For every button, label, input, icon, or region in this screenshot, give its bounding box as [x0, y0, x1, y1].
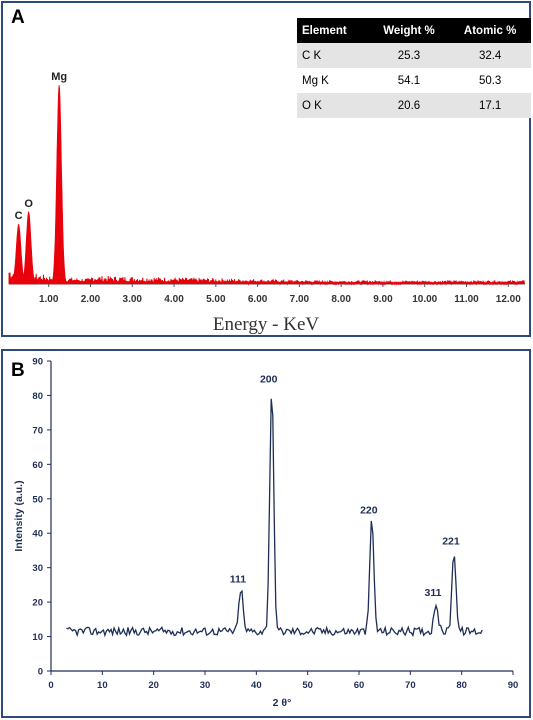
table-header-row: Element Weight % Atomic % — [297, 18, 531, 43]
eds-peak-mg — [49, 84, 70, 285]
eds-composition-table: Element Weight % Atomic % C K 25.3 32.4 … — [297, 18, 531, 118]
table-cell: C K — [297, 43, 369, 68]
x-tick-label: 4.00 — [164, 294, 184, 305]
x-axis-title: Energy - KeV — [213, 314, 320, 335]
y-tick-label: 10 — [32, 632, 43, 643]
xrd-pattern-line — [66, 398, 483, 638]
eds-peak-label-c: C — [15, 210, 23, 222]
table-cell: 25.3 — [368, 43, 450, 68]
table-cell: O K — [297, 93, 369, 118]
eds-peak-label-mg: Mg — [51, 71, 67, 83]
x-tick-label: 40 — [251, 680, 262, 691]
x-tick-label: 80 — [456, 680, 467, 691]
table-cell: 54.1 — [368, 68, 450, 93]
y-tick-label: 40 — [32, 529, 43, 540]
x-tick-label: 1.00 — [39, 294, 59, 305]
eds-panel: A C O Mg 1.00 2.00 3.00 4.00 5.00 6.00 7.00 8.00 9.… — [1, 1, 531, 337]
xrd-pattern-chart: 0 10 20 30 40 50 60 70 80 90 0 10 20 30 40 50 60 70 80 90 11… — [13, 357, 519, 710]
x-tick-label: 12.00 — [496, 294, 521, 305]
xrd-panel: B 0 10 20 30 40 50 60 70 80 90 0 10 20 30 40 50 60 70 80 90… — [1, 349, 531, 718]
xrd-peak-label-200: 200 — [260, 374, 278, 386]
x-tick-label: 0 — [48, 680, 53, 691]
y-tick-label: 60 — [32, 460, 43, 471]
x-tick-label: 8.00 — [331, 294, 351, 305]
table-cell: 17.1 — [449, 93, 531, 118]
x-tick-label: 6.00 — [248, 294, 268, 305]
x-tick-label: 10 — [97, 680, 108, 691]
x-tick-label: 2.00 — [81, 294, 101, 305]
x-axis-title: 2 θ° — [273, 697, 292, 709]
x-tick-label: 70 — [405, 680, 416, 691]
x-tick-label: 11.00 — [454, 294, 479, 305]
eds-spectrum-chart: CO Mg 1.00 2.00 3.00 4.00 5.00 6.00 7.00 8.00 9.00… — [8, 71, 525, 335]
x-tick-label: 50 — [302, 680, 313, 691]
x-tick-label: 7.00 — [290, 294, 310, 305]
y-tick-label: 70 — [32, 425, 43, 436]
x-tick-label: 90 — [508, 680, 519, 691]
eds-peak-label-o: O — [24, 198, 33, 210]
x-tick-label: 30 — [200, 680, 211, 691]
table-row: O K 20.6 17.1 — [297, 93, 531, 118]
x-tick-label: 20 — [148, 680, 159, 691]
header-element: Element — [297, 18, 369, 43]
x-tick-label: 5.00 — [206, 294, 226, 305]
table-cell: 50.3 — [449, 68, 531, 93]
eds-noise-baseline — [8, 270, 525, 286]
eds-peak-o — [18, 211, 39, 285]
table-row: C K 25.3 32.4 — [297, 43, 531, 68]
table-cell: 20.6 — [368, 93, 450, 118]
y-tick-label: 0 — [38, 667, 43, 678]
y-tick-label: 90 — [32, 357, 43, 368]
header-weight: Weight % — [368, 18, 450, 43]
x-tick-label: 60 — [354, 680, 365, 691]
table-cell: Mg K — [297, 68, 369, 93]
table-row: Mg K 54.1 50.3 — [297, 68, 531, 93]
x-tick-label: 10.00 — [412, 294, 437, 305]
y-axis-title: Intensity (a.u.) — [13, 480, 25, 551]
xrd-peak-label-220: 220 — [360, 504, 378, 516]
table-cell: 32.4 — [449, 43, 531, 68]
header-atomic: Atomic % — [449, 18, 531, 43]
y-tick-label: 80 — [32, 391, 43, 402]
panel-letter-a: A — [11, 7, 25, 28]
y-tick-label: 30 — [32, 563, 43, 574]
xrd-peak-label-221: 221 — [442, 535, 460, 547]
x-tick-label: 9.00 — [373, 294, 393, 305]
y-tick-label: 20 — [32, 598, 43, 609]
panel-letter-b: B — [11, 360, 25, 381]
xrd-peak-label-311: 311 — [425, 587, 442, 599]
y-tick-label: 50 — [32, 494, 43, 505]
x-tick-label: 3.00 — [123, 294, 143, 305]
xrd-peak-label-111: 111 — [230, 573, 247, 585]
